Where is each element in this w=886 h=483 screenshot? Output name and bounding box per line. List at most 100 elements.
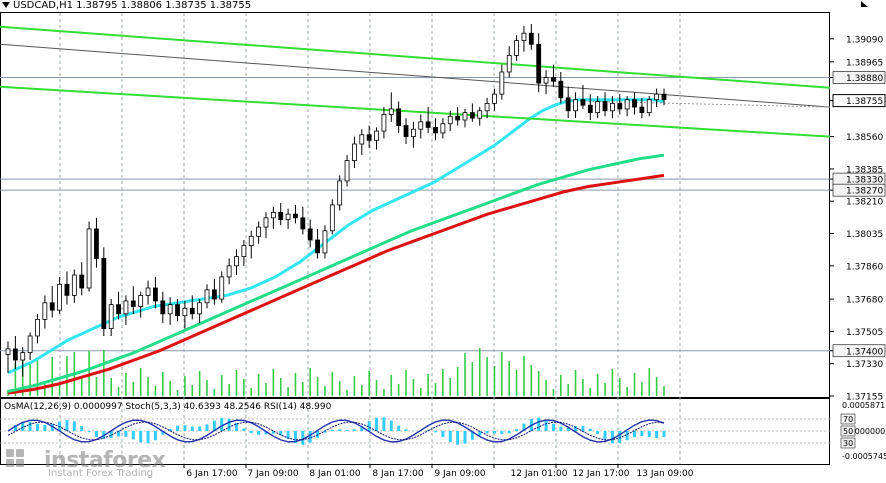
candle-body [469, 112, 475, 119]
price-tick-label: 1.38560 [846, 133, 883, 143]
candle-body [418, 121, 424, 130]
time-tick-label: 9 Jan 09:00 [434, 469, 486, 479]
candle-body [94, 228, 99, 259]
candle-body [410, 128, 416, 138]
candle-body [116, 304, 121, 315]
price-tick-label: 1.38210 [846, 198, 883, 208]
candle-body [558, 80, 564, 99]
candle-body [396, 108, 402, 126]
channel-upper-line [0, 25, 831, 89]
candle-body [543, 77, 549, 84]
candle-body [646, 99, 652, 114]
price-tick-label: 1.38755 [846, 97, 883, 107]
candle-body [153, 287, 158, 302]
candle-body [484, 102, 490, 112]
candle-body [145, 287, 151, 296]
candle-body [352, 143, 357, 162]
time-tick-label: 8 Jan 17:00 [372, 469, 424, 479]
candle-body [219, 276, 225, 300]
candle-body [329, 204, 335, 232]
stoch-level-box [840, 413, 856, 425]
candle-body [5, 348, 11, 355]
candle-body [189, 307, 195, 315]
candle-body [293, 213, 298, 219]
candle-body [617, 102, 623, 110]
stoch-level-box [840, 425, 856, 437]
price-tick-label: 1.37400 [846, 347, 883, 357]
candle-body [565, 97, 571, 112]
time-tick-label: 6 Jan 17:00 [186, 469, 238, 479]
candle-body [42, 302, 48, 320]
ma-fast-line [7, 98, 665, 375]
candle-body [580, 99, 586, 106]
candle-body [263, 217, 269, 228]
high-value: 1.38806 [120, 0, 163, 11]
candle-body [123, 300, 129, 315]
candles [5, 24, 667, 377]
price-tick-label: 1.37155 [846, 393, 883, 403]
price-tick-label: 1.37860 [846, 262, 883, 272]
level-price-box [832, 71, 886, 84]
price-tick-label: 1.38270 [846, 187, 883, 197]
chart-title: USDCAD,H1 1.38795 1.38806 1.38735 1.3875… [2, 0, 251, 11]
candle-body [624, 99, 630, 110]
symbol-label[interactable]: USDCAD,H1 [13, 0, 73, 11]
candle-body [204, 289, 210, 304]
candle-body [248, 235, 254, 246]
ma-mid-line [7, 153, 665, 393]
candle-body [455, 115, 461, 121]
candle-body [256, 226, 262, 237]
candle-body [536, 43, 542, 84]
candle-body [101, 258, 107, 330]
open-value: 1.38795 [76, 0, 118, 11]
oscillator-window: 0.0005871 0.0000000 -0.0005745 70 50 30 [0, 401, 886, 461]
candle-body [492, 93, 497, 104]
ma-slow-line [7, 173, 665, 395]
time-tick-label: 12 Jan 01:00 [511, 469, 568, 479]
candle-body [506, 54, 512, 73]
candle-body [241, 245, 247, 258]
candle-body [337, 180, 343, 206]
stoch-label: Stoch(5,3,3) 40.6393 48.2546 [125, 402, 261, 412]
symbol-dropdown-icon[interactable] [2, 2, 10, 8]
candle-body [315, 239, 320, 254]
candle-body [130, 300, 136, 307]
osc-tick-label: 0.0005871 [842, 401, 885, 410]
candle-body [64, 283, 70, 296]
candle-body [49, 302, 55, 311]
osc-tick-label: -0.0005745 [842, 452, 886, 461]
osma-label: OsMA(12,26,9) 0.0000997 [4, 402, 123, 412]
channel-middle-line [0, 85, 831, 138]
candle-body [27, 335, 33, 354]
candle-body [388, 108, 394, 115]
volume-bars [7, 348, 665, 396]
candle-body [521, 32, 527, 42]
candle-body [639, 106, 645, 114]
candle-body [285, 213, 291, 221]
candle-body [602, 101, 608, 112]
candle-body [447, 115, 453, 125]
candle-body [35, 318, 40, 337]
sub-frame [0, 398, 830, 465]
candle-body [20, 352, 26, 361]
candle-body [86, 228, 92, 289]
candle-body [307, 228, 313, 241]
candle-body [167, 304, 173, 315]
candle-body [551, 77, 556, 82]
chart-grid [0, 12, 830, 465]
price-tick-label: 1.38385 [846, 165, 883, 175]
candle-body [108, 304, 114, 330]
brand-name: instaforex [44, 447, 166, 473]
candle-body [632, 99, 637, 108]
price-tick-label: 1.38035 [846, 230, 883, 240]
candle-body [573, 99, 578, 112]
main-frame [0, 12, 830, 398]
price-tick-label: 1.39090 [846, 35, 883, 45]
brand-logo: instaforex Instant Forex Trading [4, 444, 166, 479]
candle-body [587, 104, 593, 114]
scroll-arrow-icon[interactable] [860, 0, 878, 8]
price-tick-label: 1.37330 [846, 360, 883, 370]
candle-body [359, 134, 365, 145]
price-tick-label: 1.37680 [846, 296, 883, 306]
